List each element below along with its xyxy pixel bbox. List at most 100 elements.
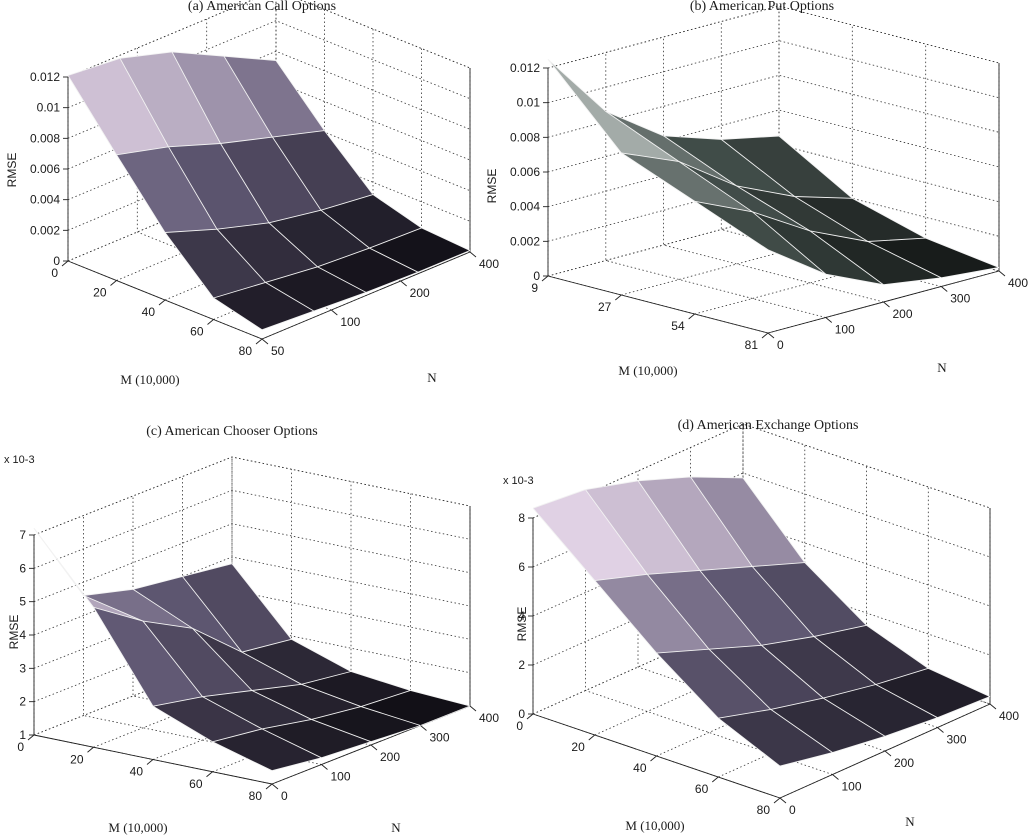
n-tick: [469, 251, 477, 258]
z-exponent-label: x 10-3: [503, 475, 534, 487]
surface-patch: [272, 130, 373, 211]
surface-patch: [143, 621, 252, 697]
m-tick: [773, 797, 781, 804]
box-top-edge: [67, 0, 471, 78]
n-tick: [420, 725, 427, 731]
z-tick-label: 8: [518, 511, 525, 525]
surface-patch: [220, 137, 321, 223]
surface-patch: [269, 210, 370, 267]
n-tick: [331, 309, 338, 316]
n-tick: [883, 301, 890, 308]
box-top-edge: [547, 5, 1000, 69]
z-tick-label: 0.012: [30, 70, 60, 84]
n-axis-label: N: [905, 814, 915, 829]
surface-patch: [718, 709, 833, 767]
n-axis-label: N: [391, 820, 401, 835]
z-tick-label: 0.008: [30, 131, 60, 145]
surface-patch: [736, 186, 868, 242]
surface-patch: [212, 728, 322, 771]
n-axis-label: N: [427, 370, 437, 385]
z-gridline: [33, 456, 471, 536]
n-tick-label: 0: [789, 803, 796, 817]
surface-patch: [761, 636, 876, 699]
m-tick-label: 40: [142, 305, 156, 319]
m-tick-label: 60: [695, 782, 709, 796]
m-tick-label: 80: [249, 789, 263, 803]
n-tick-label: 100: [340, 315, 360, 329]
m-tick-label: 27: [598, 300, 612, 314]
surface-patch: [690, 476, 805, 567]
mesh-line: [663, 135, 884, 286]
surface-patch: [594, 574, 709, 654]
surface-patch: [213, 282, 314, 330]
mesh-line: [132, 588, 372, 743]
surface-patch: [875, 668, 990, 718]
z-gridline: [547, 40, 1000, 104]
m-tick-label: 0: [17, 740, 24, 754]
surface-patch: [770, 698, 885, 753]
surface-patch: [224, 56, 325, 138]
z-tick-label: 6: [518, 560, 525, 574]
chart-panel-2: 0 0.002 0.004 0.006 0.008 0.01 0.012 9 27 54 81 400…: [485, 0, 1028, 378]
n-tick-label: 100: [331, 770, 351, 784]
m-tick: [526, 713, 534, 720]
z-tick-label: 0.002: [510, 234, 540, 248]
surface-patch: [153, 696, 262, 742]
n-tick-label: 100: [835, 323, 855, 337]
chart-panel-3: 1 2 3 4 5 6 7 0 20 40 60 80 400 300 200 100 0 (c) America…: [4, 424, 499, 835]
z-tick-label: 2: [19, 695, 26, 709]
surface-patch: [265, 266, 366, 312]
mesh-line: [742, 477, 991, 698]
n-tick-label: 0: [777, 338, 784, 352]
n-tick: [884, 750, 892, 757]
n-gridline: [637, 471, 886, 752]
m-tick-label: 81: [745, 338, 759, 352]
surface-patch: [120, 51, 221, 147]
m-tick: [255, 338, 263, 345]
surface-patch: [548, 59, 680, 162]
z-tick-label: 1: [19, 728, 26, 742]
surface-patch: [679, 161, 811, 231]
m-tick-label: 54: [671, 319, 685, 333]
n-tick: [261, 338, 269, 345]
m-tick: [711, 776, 719, 783]
z-axis-label: RMSE: [7, 615, 21, 650]
m-tick: [158, 299, 166, 306]
mesh-line: [585, 489, 833, 753]
surface-patch: [262, 719, 371, 758]
z-tick-label: 0.012: [510, 61, 540, 75]
z-tick-label: 0: [533, 269, 540, 283]
mesh-line: [223, 55, 419, 273]
surface-patch: [133, 576, 242, 653]
mesh-line: [171, 51, 367, 293]
panel-title: (c) American Chooser Options: [146, 424, 317, 439]
surface-patch: [93, 607, 203, 707]
m-tick-label: 60: [189, 777, 203, 791]
m-tick-label: 60: [190, 325, 204, 339]
n-tick-label: 200: [380, 750, 400, 764]
surface-mesh: [547, 58, 1000, 286]
surface-patch: [585, 480, 700, 575]
z-tick-label: 7: [19, 528, 26, 542]
surface-patch: [301, 671, 411, 707]
surface-patch: [752, 211, 884, 285]
z-tick-label: 4: [19, 628, 26, 642]
surface-patch: [709, 645, 824, 710]
surface-patch: [202, 690, 312, 729]
z-tick-label: 5: [19, 595, 26, 609]
n-tick: [937, 727, 944, 733]
m-tick-label: 9: [531, 281, 538, 295]
m-tick: [761, 332, 769, 339]
mesh-line: [532, 507, 781, 767]
n-tick: [767, 332, 775, 339]
m-tick-label: 40: [633, 761, 647, 775]
surface-patch: [721, 136, 853, 199]
n-axis-line: [261, 251, 471, 340]
z-axis-label: RMSE: [485, 169, 499, 204]
surface-patch: [647, 570, 762, 650]
mesh-line: [637, 480, 886, 737]
panel-title: (b) American Put Options: [690, 0, 834, 14]
m-tick: [146, 759, 154, 765]
surface-patch: [182, 563, 292, 653]
z-tick-label: 3: [19, 661, 26, 675]
